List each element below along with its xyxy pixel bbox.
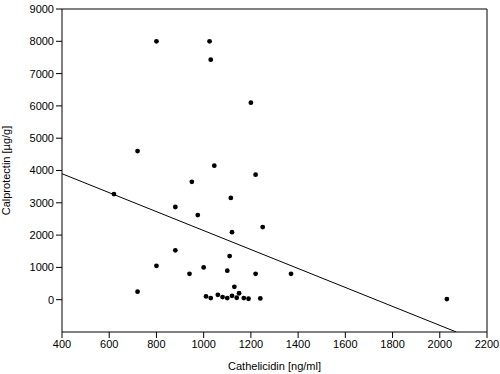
svg-text:5000: 5000 [30, 132, 54, 144]
svg-text:1600: 1600 [333, 338, 357, 350]
svg-text:2000: 2000 [30, 229, 54, 241]
svg-text:3000: 3000 [30, 197, 54, 209]
svg-text:400: 400 [53, 338, 71, 350]
svg-text:Calprotectin [µg/g]: Calprotectin [µg/g] [8, 126, 12, 216]
svg-text:2200: 2200 [475, 338, 492, 350]
svg-text:9000: 9000 [30, 3, 54, 15]
svg-text:800: 800 [147, 338, 165, 350]
svg-text:6000: 6000 [30, 100, 54, 112]
svg-text:2000: 2000 [428, 338, 452, 350]
svg-text:1400: 1400 [286, 338, 310, 350]
svg-text:4000: 4000 [30, 164, 54, 176]
svg-text:1000: 1000 [191, 338, 215, 350]
svg-text:8000: 8000 [30, 35, 54, 47]
svg-text:Cathelicidin [ng/ml]: Cathelicidin [ng/ml] [228, 360, 321, 372]
svg-text:600: 600 [100, 338, 118, 350]
svg-text:7000: 7000 [30, 68, 54, 80]
svg-text:1000: 1000 [30, 261, 54, 273]
svg-text:0: 0 [48, 294, 54, 306]
svg-text:1800: 1800 [380, 338, 404, 350]
svg-text:1200: 1200 [239, 338, 263, 350]
